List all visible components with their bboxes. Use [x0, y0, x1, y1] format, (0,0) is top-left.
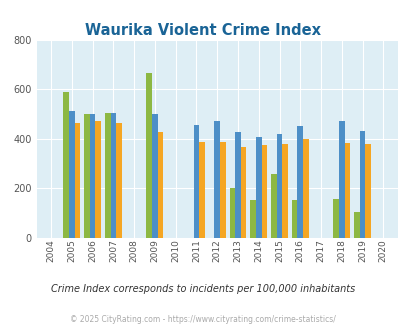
- Bar: [157, 132, 163, 238]
- Text: Waurika Violent Crime Index: Waurika Violent Crime Index: [85, 23, 320, 38]
- Bar: [229, 188, 234, 238]
- Bar: [220, 142, 225, 238]
- Bar: [333, 199, 338, 238]
- Bar: [344, 143, 350, 238]
- Bar: [338, 121, 344, 238]
- Bar: [110, 113, 116, 238]
- Bar: [234, 132, 240, 238]
- Bar: [214, 121, 220, 238]
- Bar: [240, 147, 246, 238]
- Bar: [95, 121, 101, 238]
- Bar: [75, 122, 80, 238]
- Bar: [116, 122, 121, 238]
- Bar: [63, 92, 69, 238]
- Text: Crime Index corresponds to incidents per 100,000 inhabitants: Crime Index corresponds to incidents per…: [51, 284, 354, 294]
- Bar: [250, 200, 255, 238]
- Bar: [69, 112, 75, 238]
- Bar: [271, 175, 276, 238]
- Bar: [359, 131, 364, 238]
- Bar: [152, 114, 157, 238]
- Bar: [105, 113, 110, 238]
- Bar: [291, 200, 297, 238]
- Bar: [193, 125, 199, 238]
- Bar: [261, 145, 266, 238]
- Bar: [297, 126, 303, 238]
- Bar: [281, 144, 287, 238]
- Text: © 2025 CityRating.com - https://www.cityrating.com/crime-statistics/: © 2025 CityRating.com - https://www.city…: [70, 315, 335, 324]
- Bar: [255, 137, 261, 238]
- Bar: [84, 114, 90, 238]
- Bar: [353, 212, 359, 238]
- Bar: [364, 144, 370, 238]
- Bar: [90, 114, 95, 238]
- Bar: [276, 134, 281, 238]
- Bar: [303, 139, 308, 238]
- Bar: [199, 142, 205, 238]
- Bar: [146, 73, 152, 238]
